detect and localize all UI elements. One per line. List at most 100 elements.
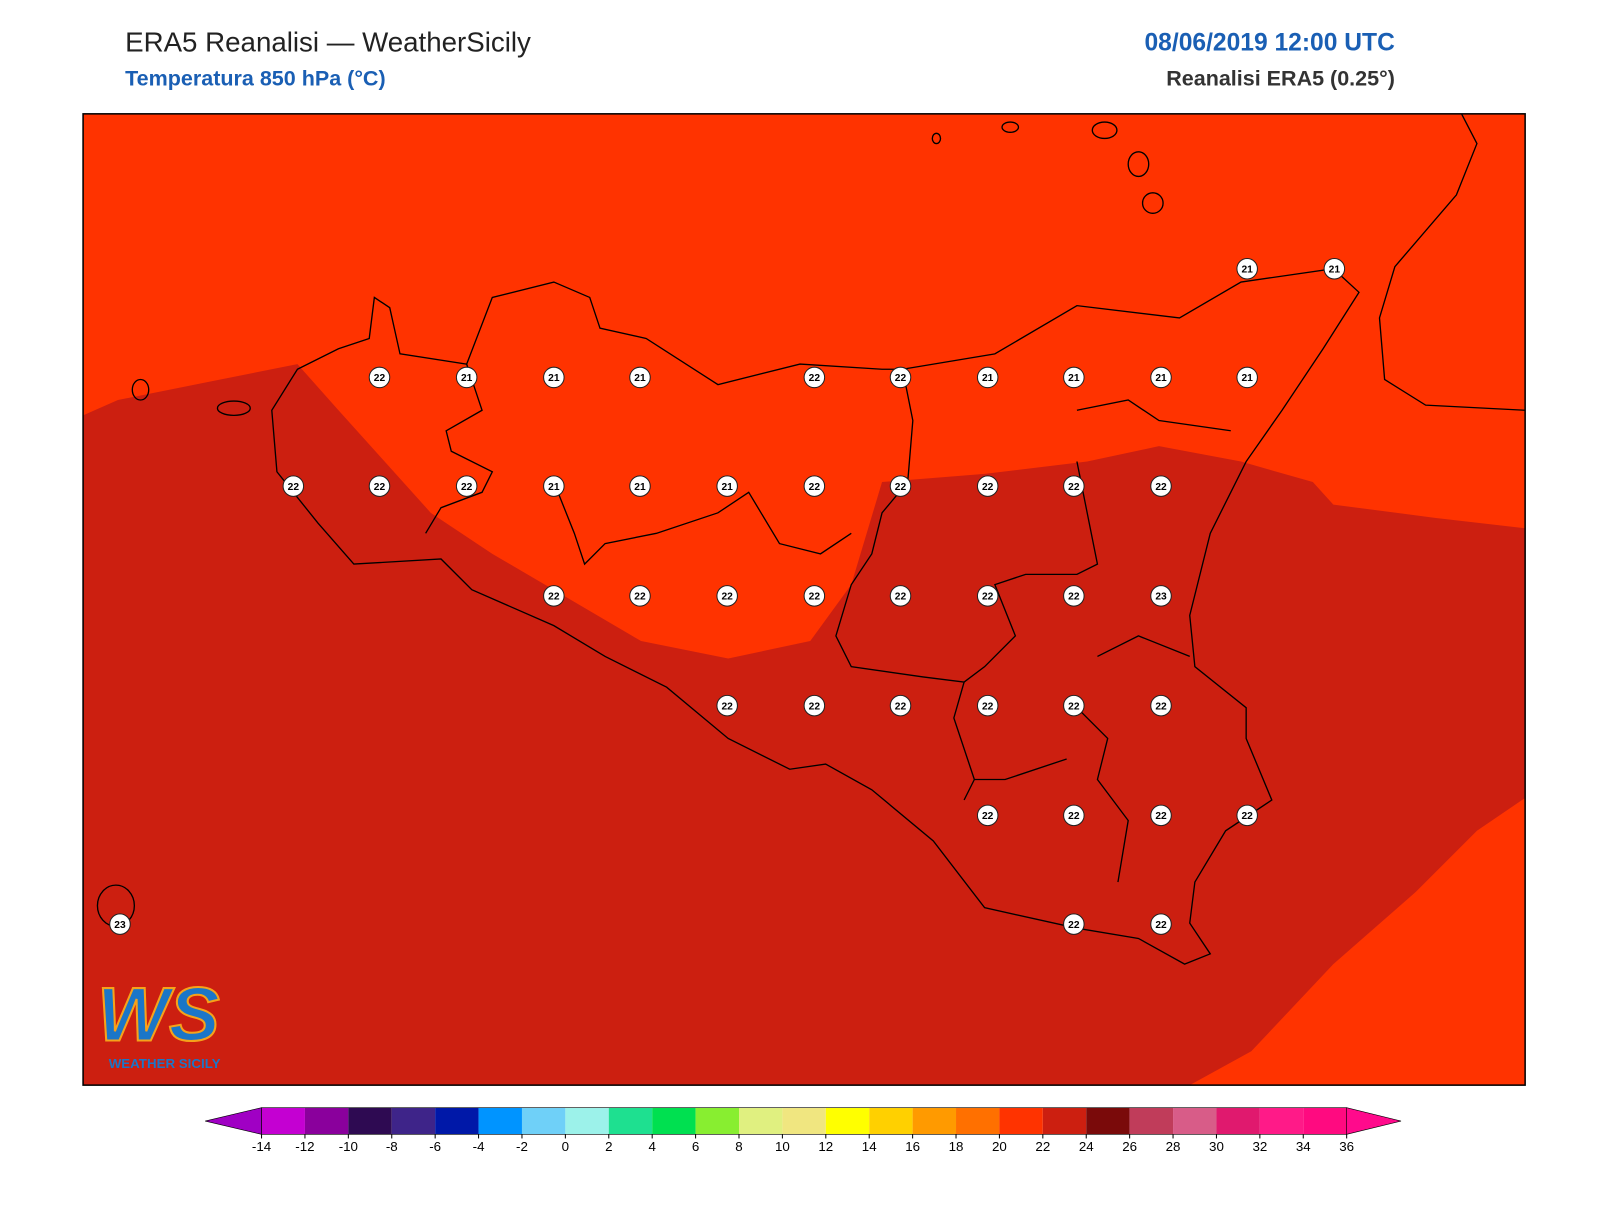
colorbar-segment: [478, 1107, 522, 1135]
station-marker: [716, 585, 738, 607]
station-marker: [1150, 694, 1172, 717]
colorbar-segment: [1042, 1107, 1087, 1135]
station-marker: [1063, 585, 1085, 607]
station-marker: [716, 694, 738, 717]
logo-text: WEATHER SICILY: [109, 1056, 221, 1071]
station-marker: [889, 475, 912, 497]
colorbar-tick-label: -14: [252, 1139, 272, 1154]
island: [1001, 121, 1020, 133]
station-value: 23: [114, 920, 126, 931]
colorbar-segment: [1086, 1107, 1130, 1135]
colorbar-segment: [869, 1107, 913, 1135]
station-value: 22: [1068, 811, 1080, 822]
colorbar-tick-label: 16: [905, 1139, 920, 1154]
colorbar-segment: [1216, 1107, 1260, 1135]
station-value: 21: [634, 482, 646, 493]
station-value: 22: [895, 592, 907, 603]
station-marker: [629, 585, 651, 607]
station-value: 21: [721, 482, 733, 493]
station-value: 21: [548, 482, 560, 493]
colorbar-over: [1346, 1107, 1402, 1135]
station-value: 22: [895, 482, 907, 493]
colorbar-tick-label: 30: [1209, 1139, 1224, 1154]
map-frame: [82, 113, 1526, 1086]
datetime: 08/06/2019 12:00 UTC: [1144, 30, 1395, 57]
station-marker: [716, 475, 738, 497]
colorbar-tick-label: -12: [295, 1139, 314, 1154]
colorbar-tick-label: 6: [692, 1139, 699, 1154]
colorbar-tick-label: 10: [775, 1139, 790, 1154]
station-marker: [889, 694, 912, 717]
station-value: 22: [1068, 482, 1080, 493]
station-marker: [455, 475, 478, 497]
station-marker: [803, 475, 826, 497]
station-marker: [1236, 366, 1258, 389]
station-value: 22: [461, 482, 473, 493]
station-marker: [543, 475, 565, 497]
sicily-coast: [271, 268, 1360, 965]
colorbar-tick-label: 2: [605, 1139, 612, 1154]
colorbar-segment: [304, 1107, 349, 1135]
colorbar-segment: [782, 1107, 826, 1135]
colorbar-segment: [695, 1107, 739, 1135]
station-marker: [368, 475, 391, 497]
station-marker: [976, 475, 999, 497]
station-value: 22: [1155, 811, 1167, 822]
station-value: 22: [982, 592, 994, 603]
colorbar-segment: [825, 1107, 870, 1135]
station-marker: [1150, 913, 1172, 935]
station-value: 22: [721, 592, 733, 603]
colorbar-tick-label: 4: [648, 1139, 656, 1154]
colorbar-tick-label: 18: [949, 1139, 964, 1154]
coastlines: [96, 113, 1526, 965]
station-value: 22: [982, 701, 994, 712]
island: [1141, 192, 1164, 214]
station-marker: [976, 694, 999, 717]
station-value: 22: [895, 701, 907, 712]
station-value: 22: [809, 482, 821, 493]
colorbar-segment: [652, 1107, 696, 1135]
logo-mark: WS: [97, 973, 219, 1058]
colorbar-segment: [999, 1107, 1043, 1135]
station-marker: [1150, 475, 1172, 497]
province-borders: [425, 363, 1231, 883]
station-marker: [455, 366, 478, 389]
station-marker: [889, 366, 912, 389]
colorbar-under: [205, 1107, 262, 1135]
subtitle: Temperatura 850 hPa (°C): [125, 67, 386, 91]
colorbar-segment: [435, 1107, 479, 1135]
colorbar-segment: [738, 1107, 783, 1135]
station-marker: [543, 585, 565, 607]
station-marker: [368, 366, 391, 389]
station-marker: [629, 366, 651, 389]
station-value: 21: [1068, 373, 1080, 384]
colorbar-tick-label: 34: [1296, 1139, 1311, 1154]
colorbar-segment: [1173, 1107, 1217, 1135]
colorbar-segment: [261, 1107, 305, 1135]
calabria-coast: [1378, 113, 1526, 411]
station-value: 22: [1155, 920, 1167, 931]
station-marker: [976, 366, 999, 389]
station-value: 22: [374, 482, 386, 493]
field-22-24: [83, 364, 1526, 1086]
station-value: 22: [548, 592, 560, 603]
map: WS WEATHER SICILY 21 21 22 21 21 21 22 22 21 21 21…: [82, 113, 1526, 1086]
station-value: 22: [634, 592, 646, 603]
station-value: 22: [374, 373, 386, 384]
station-value: 22: [1068, 592, 1080, 603]
station-marker: [109, 913, 131, 935]
station-value: 22: [1241, 811, 1253, 822]
island: [131, 378, 150, 401]
island: [931, 132, 942, 145]
colorbar-tick-label: 22: [1035, 1139, 1050, 1154]
colorbar-segment: [348, 1107, 392, 1135]
colorbar-tick-label: 24: [1079, 1139, 1094, 1154]
station-value: 21: [1155, 373, 1167, 384]
station-marker: [1063, 804, 1085, 827]
colorbar-frame: [261, 1107, 1347, 1135]
station-marker: [1150, 366, 1172, 389]
station-value: 22: [809, 373, 821, 384]
colorbar-tick-label: -2: [516, 1139, 528, 1154]
colorbar-segment: [956, 1107, 1000, 1135]
colorbar-segment: [1129, 1107, 1174, 1135]
